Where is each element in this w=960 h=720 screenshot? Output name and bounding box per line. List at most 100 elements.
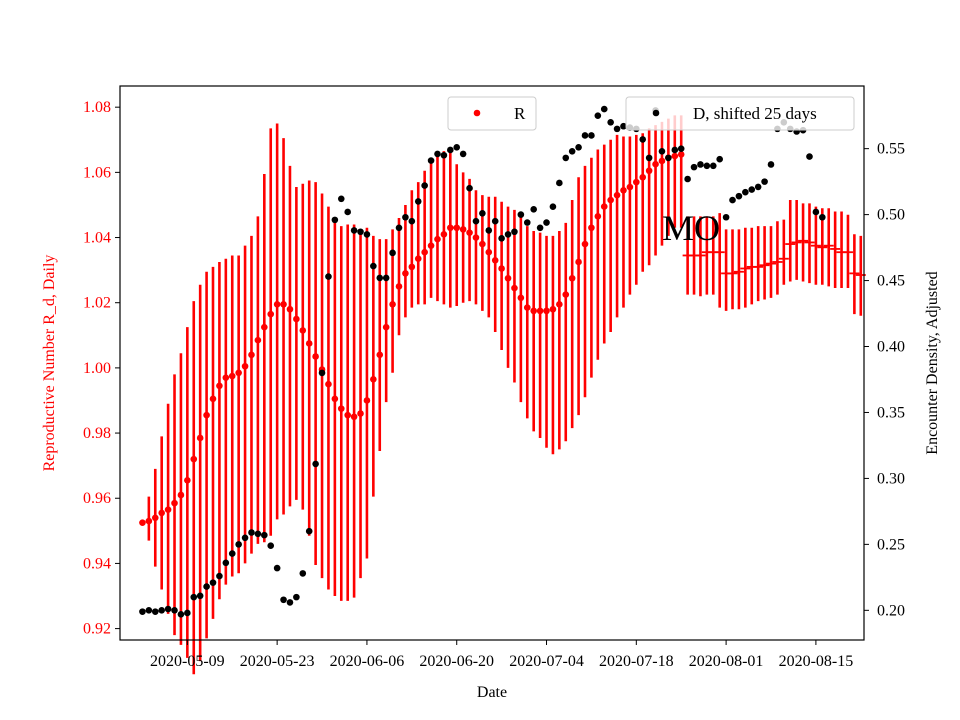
d-point	[543, 219, 550, 226]
r-point	[177, 491, 185, 499]
d-point	[511, 228, 518, 236]
r-point	[633, 178, 640, 186]
r-point	[453, 224, 461, 232]
r-point	[594, 213, 602, 220]
r-point	[325, 380, 332, 388]
d-point	[479, 209, 486, 217]
r-point	[581, 240, 589, 248]
x-tick-label: 2020-05-23	[240, 653, 315, 670]
d-point	[517, 211, 525, 218]
d-point	[350, 227, 358, 234]
y-axis-left-title: Reproductive Number R_d, Daily	[41, 255, 58, 472]
y-left-tick-label: 1.08	[83, 99, 111, 116]
r-point	[504, 274, 512, 282]
r-point	[491, 257, 499, 264]
d-point	[447, 146, 454, 154]
r-point	[261, 323, 268, 331]
legend-r-marker	[473, 109, 481, 117]
d-point	[607, 118, 614, 126]
d-point	[261, 531, 268, 539]
d-point	[562, 154, 570, 162]
d-point	[427, 157, 435, 164]
x-axis-title: Date	[477, 684, 507, 701]
d-point	[241, 534, 249, 542]
d-point	[748, 186, 756, 193]
d-point	[472, 217, 480, 225]
legend-d-box	[625, 96, 855, 131]
d-point	[395, 224, 403, 232]
r-point	[414, 255, 422, 263]
y-left-tick-label: 1.00	[83, 360, 111, 377]
r-point	[568, 274, 576, 282]
r-point	[344, 411, 351, 419]
d-point	[325, 273, 332, 280]
d-point	[216, 572, 223, 580]
r-point	[440, 230, 448, 238]
d-point	[453, 144, 461, 151]
legend-d: D, shifted 25 days	[625, 96, 855, 131]
d-point	[203, 583, 210, 590]
r-point	[607, 196, 614, 204]
y-axis-right: 0.20 0.25 0.30 0.35 0.40 0.45 0.50 0.55	[864, 141, 905, 619]
r-point	[472, 234, 480, 241]
r-point	[254, 336, 262, 344]
r-point	[389, 301, 396, 308]
d-point	[139, 608, 146, 615]
r-point	[421, 248, 428, 256]
d-point	[588, 132, 595, 139]
d-point	[581, 132, 589, 139]
r-point	[447, 224, 454, 232]
d-point	[767, 161, 775, 168]
r-point	[658, 157, 666, 165]
d-point	[658, 147, 666, 155]
x-tick-label: 2020-06-20	[419, 653, 494, 670]
x-tick-label: 2020-07-18	[599, 653, 674, 670]
d-point	[158, 607, 165, 614]
r-point	[556, 301, 563, 308]
d-point	[357, 228, 364, 236]
d-point	[299, 570, 307, 577]
r-point	[216, 382, 223, 390]
r-point	[588, 224, 595, 232]
x-tick-label: 2020-06-06	[330, 653, 405, 670]
d-point	[267, 542, 275, 549]
d-point	[819, 213, 826, 221]
d-point	[145, 607, 153, 614]
y-right-tick-label: 0.35	[877, 404, 905, 421]
d-point	[812, 208, 820, 216]
r-point	[312, 353, 319, 360]
d-point	[254, 530, 262, 538]
y-left-tick-label: 0.98	[83, 425, 111, 442]
legend-r-label: R	[514, 104, 526, 123]
y-right-tick-label: 0.50	[877, 207, 905, 224]
r-point	[434, 235, 441, 243]
d-point	[151, 608, 159, 615]
r-point	[357, 410, 364, 417]
d-point	[337, 195, 345, 203]
d-point	[536, 224, 544, 232]
r-point	[209, 395, 217, 403]
d-point	[729, 196, 736, 204]
d-point	[671, 146, 679, 154]
y-right-tick-label: 0.55	[877, 141, 905, 158]
r-point	[171, 499, 178, 507]
d-point	[440, 151, 448, 159]
r-point	[613, 191, 621, 199]
r-point	[395, 283, 403, 290]
d-point	[280, 596, 287, 604]
x-tick-label: 2020-07-04	[509, 653, 584, 670]
d-point	[523, 219, 531, 226]
d-point	[382, 274, 390, 282]
r-point	[575, 258, 582, 266]
d-point	[639, 136, 647, 143]
r-point	[408, 263, 416, 271]
d-point	[177, 610, 185, 618]
r-point	[600, 203, 608, 210]
r-point	[299, 327, 307, 334]
d-point	[806, 153, 813, 160]
d-point	[645, 154, 653, 162]
r-point	[235, 369, 242, 377]
d-point	[722, 213, 730, 221]
r-point	[158, 509, 165, 517]
r-point	[466, 229, 473, 236]
